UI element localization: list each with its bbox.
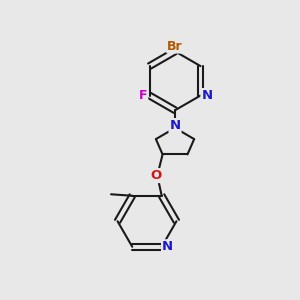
Text: N: N bbox=[201, 89, 213, 102]
Text: Br: Br bbox=[167, 40, 183, 52]
Text: F: F bbox=[139, 89, 147, 102]
Text: N: N bbox=[162, 240, 173, 253]
Text: N: N bbox=[169, 119, 181, 132]
Text: O: O bbox=[151, 169, 162, 182]
